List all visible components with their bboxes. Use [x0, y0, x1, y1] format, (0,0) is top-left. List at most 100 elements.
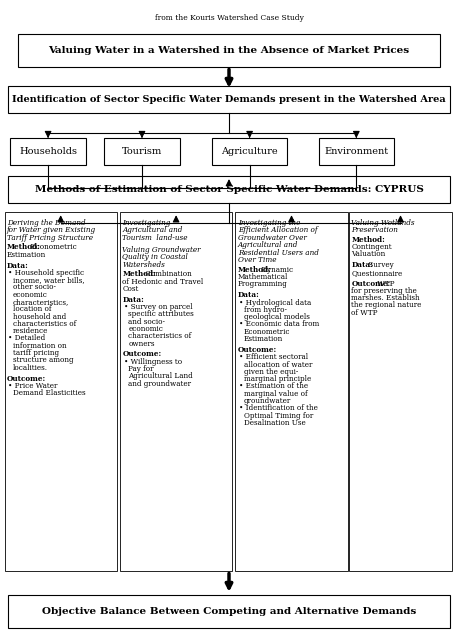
Text: for preserving the: for preserving the [351, 287, 417, 295]
Text: Valuing Wetlands: Valuing Wetlands [351, 219, 415, 227]
Bar [8, 86, 450, 113]
Text: Questionnaire: Questionnaire [351, 269, 403, 276]
Text: income, water bills,: income, water bills, [13, 276, 84, 284]
Bar [212, 138, 288, 165]
Text: Valuation: Valuation [351, 250, 386, 259]
Text: • Efficient sectoral: • Efficient sectoral [239, 353, 308, 361]
Text: allocation of water: allocation of water [244, 361, 312, 368]
Text: Quality in Coastal: Quality in Coastal [122, 253, 188, 261]
Text: Method:: Method: [351, 236, 385, 244]
Text: characteristics of: characteristics of [128, 332, 191, 340]
Text: • Survey on parcel: • Survey on parcel [124, 303, 192, 311]
Text: Households: Households [19, 147, 77, 156]
Text: groundwater: groundwater [244, 397, 291, 405]
Text: • Identification of the: • Identification of the [239, 404, 318, 412]
Text: information on: information on [13, 342, 66, 350]
Bar [5, 212, 117, 571]
Text: localities.: localities. [13, 364, 48, 372]
Text: Tourism  land-use: Tourism land-use [122, 234, 188, 242]
Text: marginal principle: marginal principle [244, 375, 311, 383]
Text: • Willingness to: • Willingness to [124, 358, 182, 366]
Text: of WTP: of WTP [351, 309, 378, 317]
Text: Data:: Data: [122, 296, 144, 304]
Text: residence: residence [13, 327, 48, 335]
Text: Valuing Groundwater: Valuing Groundwater [122, 245, 201, 254]
Text: and groundwater: and groundwater [128, 380, 191, 387]
Text: Data:: Data: [238, 292, 259, 299]
Text: household and: household and [13, 313, 66, 321]
Bar [235, 212, 348, 571]
Text: characteristics,: characteristics, [13, 298, 69, 306]
Text: Outcome:: Outcome: [7, 375, 46, 382]
Text: and socio-: and socio- [128, 318, 165, 326]
Text: Objective Balance Between Competing and Alternative Demands: Objective Balance Between Competing and … [42, 607, 416, 616]
Text: Contingent: Contingent [351, 243, 392, 251]
Text: geological models: geological models [244, 313, 310, 321]
Text: Demand Elasticities: Demand Elasticities [13, 389, 86, 397]
Text: Method:: Method: [7, 243, 41, 251]
Text: Methods of Estimation of Sector Specific Water Demands: CYPRUS: Methods of Estimation of Sector Specific… [34, 185, 424, 194]
Text: Investigating: Investigating [122, 219, 171, 227]
Text: WTP: WTP [375, 280, 395, 288]
Text: Preservation: Preservation [351, 226, 398, 234]
Text: Programming: Programming [238, 280, 288, 288]
Text: Survey: Survey [366, 261, 394, 269]
Text: marginal value of: marginal value of [244, 390, 307, 398]
Bar [318, 138, 394, 165]
Text: Method:: Method: [122, 270, 156, 278]
Text: Combination: Combination [143, 270, 192, 278]
Text: Agricultural and: Agricultural and [238, 241, 298, 249]
Text: • Estimation of the: • Estimation of the [239, 382, 308, 391]
Text: Method:: Method: [238, 266, 272, 274]
Text: Mathematical: Mathematical [238, 273, 288, 281]
Text: location of: location of [13, 306, 51, 313]
Text: • Household specific: • Household specific [8, 269, 84, 277]
Text: Outcome:: Outcome: [351, 280, 390, 288]
Bar [349, 212, 452, 571]
Text: Investigating the: Investigating the [238, 219, 300, 227]
Text: Agriculture: Agriculture [221, 147, 278, 156]
Bar [10, 138, 86, 165]
Text: • Price Water: • Price Water [8, 382, 58, 390]
Text: Agricultural and: Agricultural and [122, 226, 183, 234]
Text: given the equi-: given the equi- [244, 368, 298, 376]
Text: Tourism: Tourism [122, 147, 162, 156]
Text: owners: owners [128, 340, 155, 347]
Text: the regional nature: the regional nature [351, 302, 422, 309]
Text: Watersheds: Watersheds [122, 261, 165, 269]
Text: Environment: Environment [324, 147, 388, 156]
Text: Tariff Pricing Structure: Tariff Pricing Structure [7, 234, 93, 242]
Text: Econometric: Econometric [244, 328, 290, 336]
Text: Estimation: Estimation [244, 335, 283, 343]
Text: Cost: Cost [122, 285, 139, 293]
Bar [8, 595, 450, 628]
Text: • Detailed: • Detailed [8, 335, 45, 342]
Text: Identification of Sector Specific Water Demands present in the Watershed Area: Identification of Sector Specific Water … [12, 95, 446, 104]
Bar [104, 138, 180, 165]
Text: • Hydrological data: • Hydrological data [239, 299, 311, 307]
Text: Dynamic: Dynamic [258, 266, 293, 274]
Text: Desalination Use: Desalination Use [244, 419, 305, 427]
Text: Agricultural Land: Agricultural Land [128, 372, 193, 380]
Text: Estimation: Estimation [7, 250, 46, 259]
Text: economic: economic [128, 325, 163, 333]
Text: Residential Users and: Residential Users and [238, 249, 319, 257]
Bar [18, 34, 440, 67]
Text: Pay for: Pay for [128, 365, 154, 373]
Text: Optimal Timing for: Optimal Timing for [244, 411, 313, 420]
Text: Efficient Allocation of: Efficient Allocation of [238, 226, 317, 234]
Text: tariff pricing: tariff pricing [13, 349, 59, 357]
Text: for Water given Existing: for Water given Existing [7, 226, 96, 234]
Text: Outcome:: Outcome: [238, 346, 277, 354]
Text: Data:: Data: [7, 262, 28, 269]
Text: Data:: Data: [351, 261, 373, 269]
Text: from hydro-: from hydro- [244, 306, 287, 314]
Bar [120, 212, 232, 571]
Text: structure among: structure among [13, 356, 73, 365]
Text: Outcome:: Outcome: [122, 351, 161, 358]
Text: Over Time: Over Time [238, 256, 276, 264]
Text: from the Kouris Watershed Case Study: from the Kouris Watershed Case Study [154, 14, 304, 22]
Text: other socio-: other socio- [13, 283, 56, 292]
Text: of Hedonic and Travel: of Hedonic and Travel [122, 278, 203, 285]
Text: Econometric: Econometric [27, 243, 76, 251]
